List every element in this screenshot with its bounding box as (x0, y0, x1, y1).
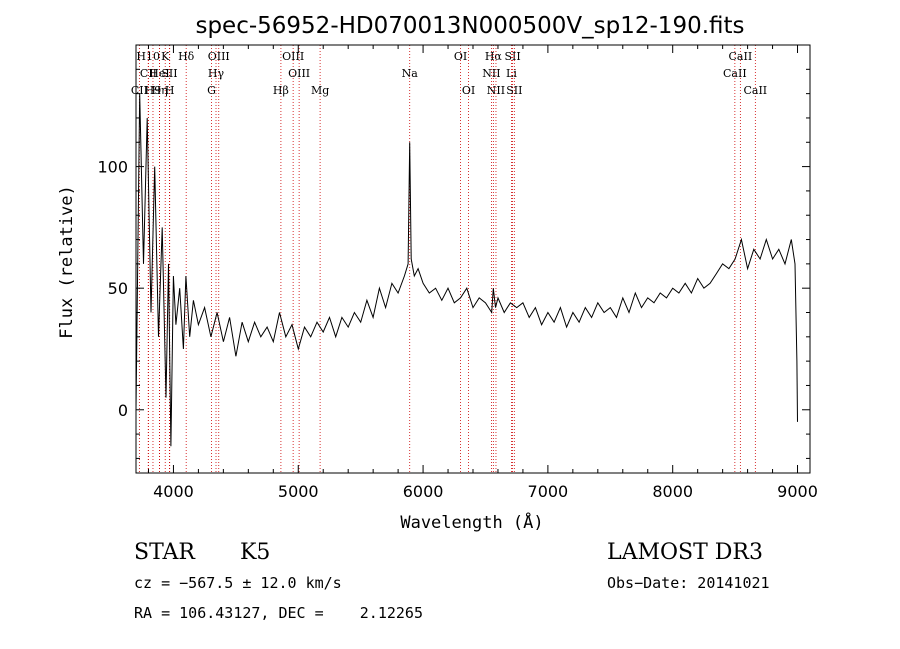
line-label-7: SII (161, 67, 177, 80)
line-label-0: CII (131, 84, 148, 97)
line-label-20: Hα (485, 50, 503, 63)
line-label-5: HeI (149, 67, 169, 80)
line-label-14: OIII (282, 50, 304, 63)
y-tick-label-1: 50 (108, 279, 128, 298)
plot-frame (135, 44, 811, 474)
line-label-23: SII (504, 50, 520, 63)
line-label-19: OI (462, 84, 475, 97)
y-tick-label-0: 0 (118, 401, 128, 420)
line-label-28: CaII (743, 84, 767, 97)
line-label-17: Na (402, 67, 419, 80)
x-axis-ticks: 4000 5000 6000 7000 8000 9000 (147, 45, 818, 501)
line-label-18: OI (454, 50, 467, 63)
line-label-15: OIII (288, 67, 310, 80)
x-tick-label-0: 4000 (153, 482, 194, 501)
object-class: STAR (134, 540, 195, 565)
line-label-2: CII (140, 67, 157, 80)
line-label-3: H9 (145, 84, 162, 97)
line-label-11: Hγ (208, 67, 225, 80)
line-label-6: Hη (151, 84, 167, 97)
obs-date: Obs−Date: 20141021 (607, 574, 770, 592)
spectrum-series (135, 93, 798, 447)
x-tick-label-3: 7000 (528, 482, 569, 501)
x-axis-label: Wavelength (Å) (400, 511, 543, 533)
x-tick-label-5: 9000 (777, 482, 818, 501)
line-label-10: OIII (208, 50, 230, 63)
chart-title: spec-56952-HD070013N000500V_sp12-190.fit… (195, 13, 744, 39)
line-label-24: Li (506, 67, 517, 80)
line-label-27: CaII (723, 67, 747, 80)
y-axis-label: Flux (relative) (57, 185, 77, 339)
coordinates: RA = 106.43127, DEC = 2.12265 (134, 604, 423, 622)
line-label-4: K (161, 50, 170, 63)
x-tick-label-2: 6000 (403, 482, 444, 501)
spectrum-line (135, 93, 798, 447)
line-label-1: H10 (136, 50, 160, 63)
object-subclass: K5 (240, 540, 271, 565)
line-label-22: NII (487, 84, 505, 97)
line-label-13: Hβ (273, 84, 289, 97)
line-label-21: NII (482, 67, 500, 80)
line-label-26: CaII (729, 50, 753, 63)
line-label-16: Mg (311, 84, 329, 97)
line-label-9: Hδ (178, 50, 195, 63)
survey-name: LAMOST DR3 (607, 540, 763, 565)
line-label-12: G (207, 84, 216, 97)
redshift-readout: cz = −567.5 ± 12.0 km/s (134, 574, 342, 592)
x-tick-label-4: 8000 (652, 482, 693, 501)
line-label-25: SII (506, 84, 522, 97)
x-tick-label-1: 5000 (278, 482, 319, 501)
y-axis-ticks: 0 50 100 (97, 68, 810, 459)
y-tick-label-2: 100 (97, 158, 128, 177)
line-label-8: H (165, 84, 175, 97)
